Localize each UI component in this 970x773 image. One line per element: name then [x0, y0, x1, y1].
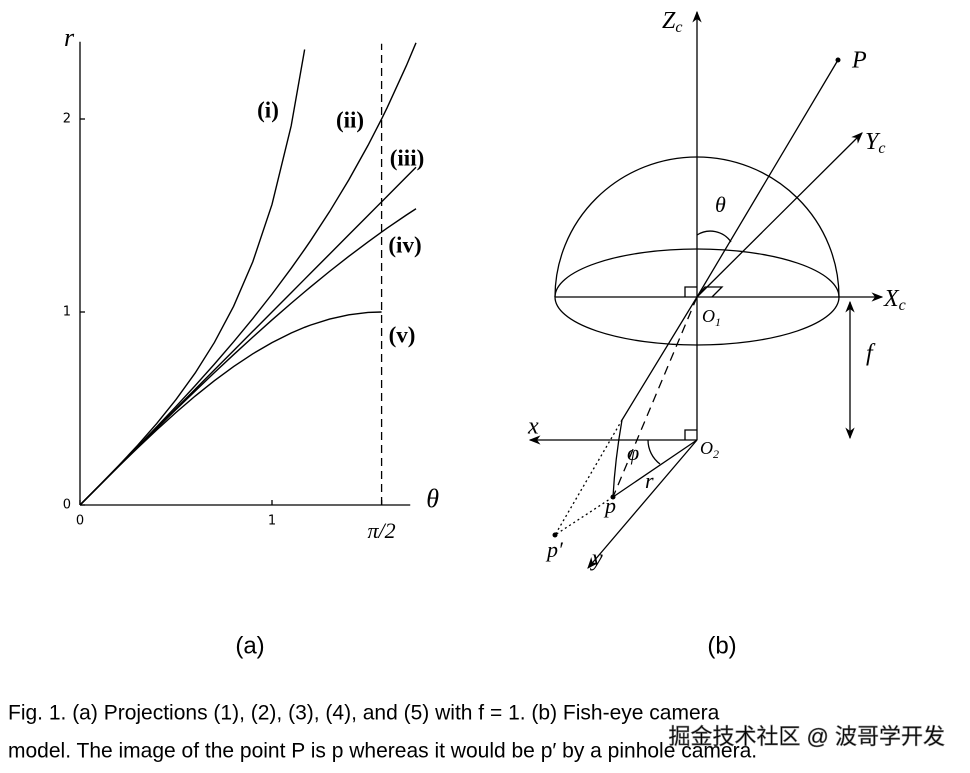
- label: O2: [700, 438, 719, 461]
- curve-label: (i): [257, 97, 279, 122]
- y-axis: [696, 132, 863, 298]
- label: P: [851, 48, 867, 74]
- label: r: [645, 468, 654, 493]
- point: [835, 57, 841, 63]
- right-angle: [696, 286, 724, 298]
- curve-label: (ii): [336, 107, 364, 132]
- panel-label: (b): [707, 632, 736, 659]
- label: Xc: [883, 286, 906, 314]
- x-tick-label: 0: [76, 514, 84, 529]
- caption: Fig. 1. (a) Projections (1), (2), (3), (…: [8, 702, 720, 725]
- y-tick-label: 0: [63, 498, 71, 513]
- angle-arc: [696, 230, 732, 243]
- label: Zc: [662, 8, 682, 36]
- right-angle: [684, 429, 697, 440]
- y-tick-label: 2: [63, 112, 71, 127]
- point: [610, 494, 616, 500]
- label: p: [603, 493, 616, 518]
- curve-label: (v): [389, 322, 416, 347]
- image-y-axis: [587, 439, 698, 569]
- chart-a: θ r 0 1 π/2 0 1 2 (i) (ii) (iii) (iv) (v): [63, 23, 440, 543]
- hemisphere: [554, 156, 840, 298]
- label: θ: [715, 192, 726, 217]
- label: Yc: [865, 129, 885, 157]
- phi-arc: [647, 439, 661, 465]
- x-axis-label: θ: [426, 484, 439, 513]
- radius: [612, 439, 698, 498]
- label: p′: [545, 537, 564, 562]
- panel-label: (a): [235, 632, 264, 659]
- label: φ: [627, 440, 639, 465]
- x-tick-label: 1: [268, 514, 276, 529]
- y-axis-label: r: [64, 23, 75, 52]
- label: y: [590, 546, 603, 572]
- diagram-b: Zc P Yc Xc θ O1 O2 f x y φ p r p′: [527, 8, 906, 572]
- label: x: [527, 414, 539, 440]
- ray-p: [696, 59, 839, 298]
- right-angle: [684, 286, 697, 297]
- curve-label: (iii): [390, 145, 425, 170]
- label: f: [866, 341, 876, 367]
- y-tick-label: 1: [63, 305, 71, 320]
- curve-label: (iv): [388, 232, 421, 257]
- pinhole-ray: [612, 296, 698, 498]
- label: O1: [702, 306, 721, 329]
- watermark: 掘金技术社区 @ 波哥学开发: [668, 724, 945, 749]
- hemisphere-base: [554, 248, 840, 346]
- caption: model. The image of the point P is p whe…: [8, 740, 757, 763]
- point: [552, 532, 558, 538]
- x-tick-label: π/2: [368, 518, 396, 543]
- curve: [79, 311, 382, 506]
